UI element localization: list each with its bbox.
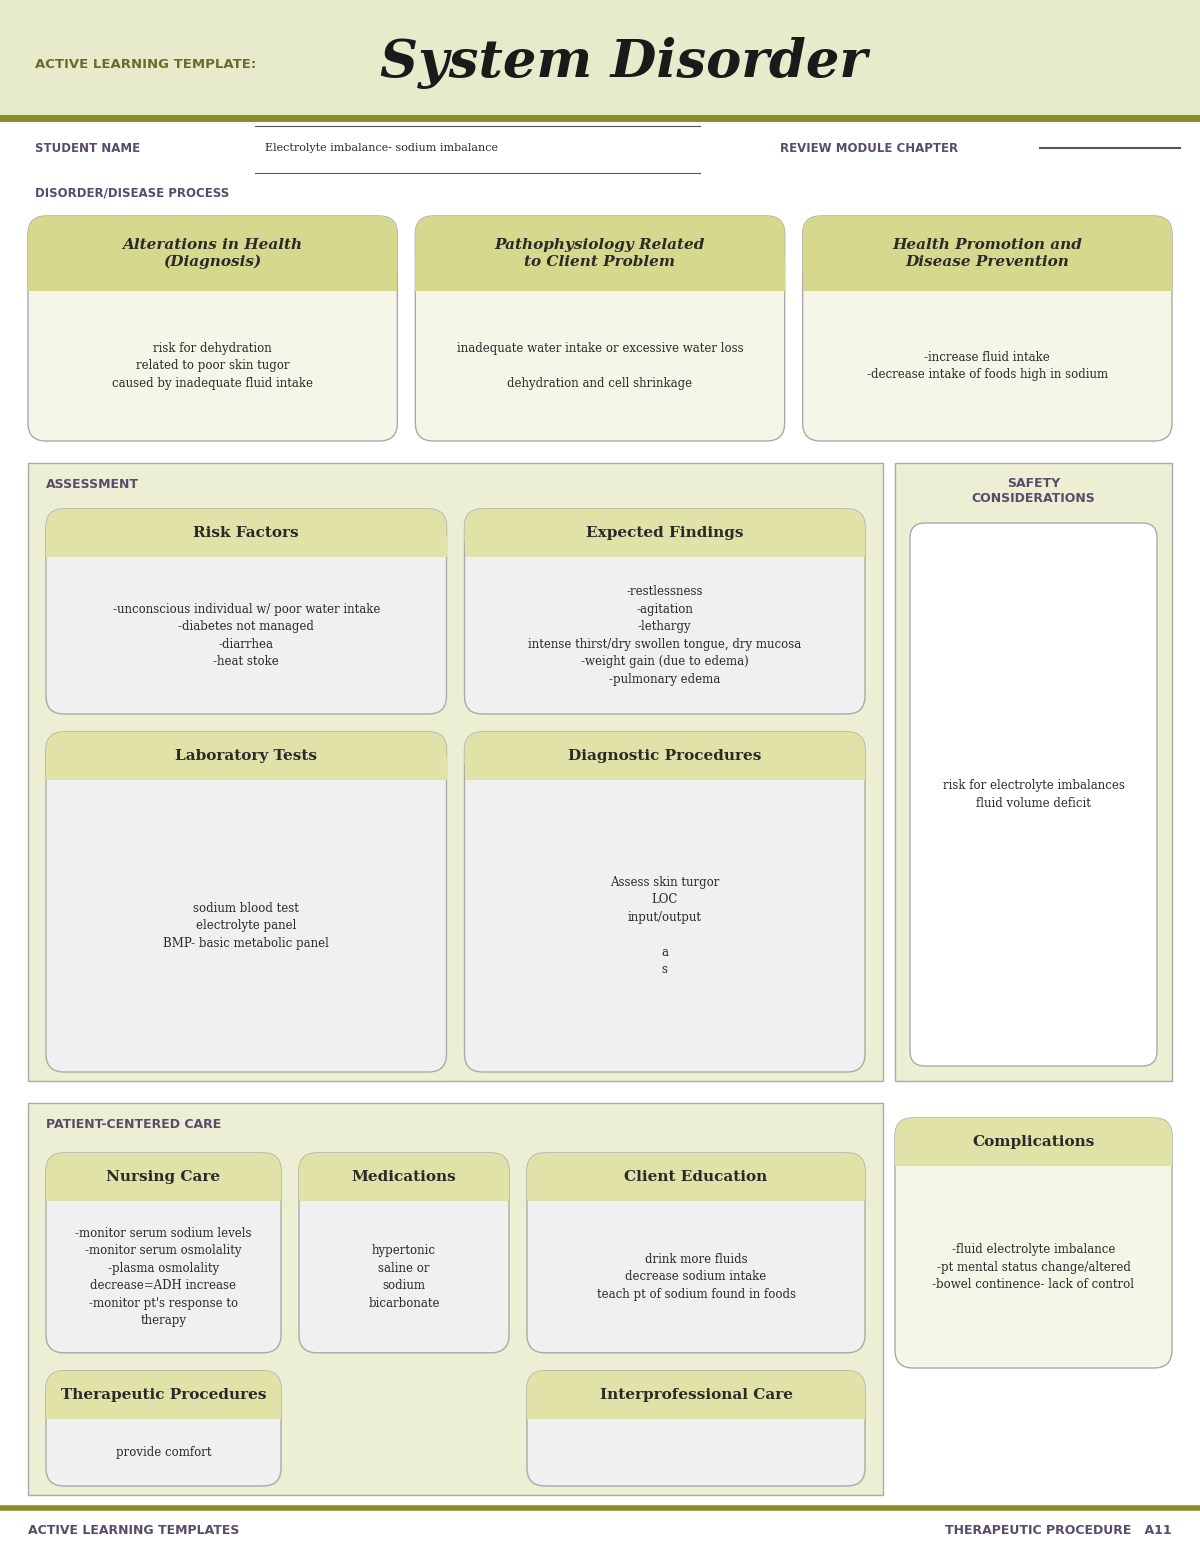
Text: risk for electrolyte imbalances
fluid volume deficit: risk for electrolyte imbalances fluid vo… <box>942 780 1124 811</box>
Text: Health Promotion and
Disease Prevention: Health Promotion and Disease Prevention <box>893 239 1082 269</box>
FancyBboxPatch shape <box>299 1152 509 1200</box>
FancyBboxPatch shape <box>46 731 446 1072</box>
Text: ASSESSMENT: ASSESSMENT <box>46 478 139 491</box>
Text: -increase fluid intake
-decrease intake of foods high in sodium: -increase fluid intake -decrease intake … <box>866 351 1108 380</box>
Bar <box>464 536 865 558</box>
Text: Complications: Complications <box>972 1135 1094 1149</box>
Bar <box>46 758 446 780</box>
FancyBboxPatch shape <box>527 1152 865 1353</box>
FancyBboxPatch shape <box>299 1152 509 1353</box>
Bar <box>28 258 397 290</box>
FancyBboxPatch shape <box>464 731 865 780</box>
FancyBboxPatch shape <box>46 1152 281 1200</box>
Text: Interprofessional Care: Interprofessional Care <box>600 1388 792 1402</box>
Text: provide comfort: provide comfort <box>115 1446 211 1458</box>
Text: Nursing Care: Nursing Care <box>107 1169 221 1183</box>
Text: hypertonic
saline or
sodium
bicarbonate: hypertonic saline or sodium bicarbonate <box>368 1244 439 1309</box>
Text: ACTIVE LEARNING TEMPLATE:: ACTIVE LEARNING TEMPLATE: <box>35 59 257 71</box>
FancyBboxPatch shape <box>527 1371 865 1419</box>
Text: Laboratory Tests: Laboratory Tests <box>175 749 317 763</box>
Text: PATIENT-CENTERED CARE: PATIENT-CENTERED CARE <box>46 1118 221 1132</box>
Bar <box>46 536 446 558</box>
FancyBboxPatch shape <box>527 1371 865 1486</box>
FancyBboxPatch shape <box>46 1371 281 1486</box>
Text: Alterations in Health
(Diagnosis): Alterations in Health (Diagnosis) <box>122 238 302 269</box>
Bar <box>0 0 1200 118</box>
FancyBboxPatch shape <box>46 509 446 558</box>
Text: -unconscious individual w/ poor water intake
-diabetes not managed
-diarrhea
-he: -unconscious individual w/ poor water in… <box>113 603 380 668</box>
FancyBboxPatch shape <box>46 509 446 714</box>
FancyBboxPatch shape <box>527 1152 865 1200</box>
Bar <box>527 1398 865 1419</box>
Text: ACTIVE LEARNING TEMPLATES: ACTIVE LEARNING TEMPLATES <box>28 1523 239 1537</box>
Text: -monitor serum sodium levels
-monitor serum osmolality
-plasma osmolality
decrea: -monitor serum sodium levels -monitor se… <box>76 1227 252 1328</box>
Bar <box>46 1398 281 1419</box>
FancyBboxPatch shape <box>464 509 865 714</box>
Text: REVIEW MODULE CHAPTER: REVIEW MODULE CHAPTER <box>780 141 958 154</box>
Text: Diagnostic Procedures: Diagnostic Procedures <box>568 749 762 763</box>
Text: -restlessness
-agitation
-lethargy
intense thirst/dry swollen tongue, dry mucosa: -restlessness -agitation -lethargy inten… <box>528 585 802 686</box>
Text: Risk Factors: Risk Factors <box>193 526 299 540</box>
Text: drink more fluids
decrease sodium intake
teach pt of sodium found in foods: drink more fluids decrease sodium intake… <box>596 1253 796 1301</box>
FancyBboxPatch shape <box>46 1371 281 1419</box>
Text: Therapeutic Procedures: Therapeutic Procedures <box>61 1388 266 1402</box>
Text: System Disorder: System Disorder <box>380 37 868 89</box>
FancyBboxPatch shape <box>895 1118 1172 1166</box>
Text: SAFETY
CONSIDERATIONS: SAFETY CONSIDERATIONS <box>972 477 1096 505</box>
Text: Medications: Medications <box>352 1169 456 1183</box>
Bar <box>415 258 785 290</box>
Text: Expected Findings: Expected Findings <box>586 526 744 540</box>
Bar <box>895 463 1172 1081</box>
Bar <box>28 1103 883 1496</box>
FancyBboxPatch shape <box>464 509 865 558</box>
Text: Assess skin turgor
LOC
input/output

a
s: Assess skin turgor LOC input/output a s <box>610 876 720 977</box>
Bar <box>299 1179 509 1200</box>
FancyBboxPatch shape <box>46 731 446 780</box>
FancyBboxPatch shape <box>415 216 785 441</box>
Text: STUDENT NAME: STUDENT NAME <box>35 141 140 154</box>
FancyBboxPatch shape <box>28 216 397 441</box>
Bar <box>895 1145 1172 1166</box>
Bar <box>527 1179 865 1200</box>
Bar <box>464 758 865 780</box>
Text: DISORDER/DISEASE PROCESS: DISORDER/DISEASE PROCESS <box>35 186 229 199</box>
Text: Electrolyte imbalance- sodium imbalance: Electrolyte imbalance- sodium imbalance <box>265 143 498 154</box>
Text: risk for dehydration
related to poor skin tugor
caused by inadequate fluid intak: risk for dehydration related to poor ski… <box>112 342 313 390</box>
FancyBboxPatch shape <box>803 216 1172 441</box>
Text: inadequate water intake or excessive water loss

dehydration and cell shrinkage: inadequate water intake or excessive wat… <box>457 342 743 390</box>
FancyBboxPatch shape <box>464 731 865 1072</box>
FancyBboxPatch shape <box>803 216 1172 290</box>
Bar <box>803 258 1172 290</box>
FancyBboxPatch shape <box>895 1118 1172 1368</box>
Text: THERAPEUTIC PROCEDURE   A11: THERAPEUTIC PROCEDURE A11 <box>946 1523 1172 1537</box>
FancyBboxPatch shape <box>910 523 1157 1065</box>
FancyBboxPatch shape <box>46 1152 281 1353</box>
FancyBboxPatch shape <box>415 216 785 290</box>
Bar <box>46 1179 281 1200</box>
Text: Client Education: Client Education <box>624 1169 768 1183</box>
Text: Pathophysiology Related
to Client Problem: Pathophysiology Related to Client Proble… <box>494 239 706 269</box>
Text: sodium blood test
electrolyte panel
BMP- basic metabolic panel: sodium blood test electrolyte panel BMP-… <box>163 902 329 950</box>
FancyBboxPatch shape <box>28 216 397 290</box>
Text: -fluid electrolyte imbalance
-pt mental status change/altered
-bowel continence-: -fluid electrolyte imbalance -pt mental … <box>932 1242 1134 1291</box>
Bar <box>28 463 883 1081</box>
